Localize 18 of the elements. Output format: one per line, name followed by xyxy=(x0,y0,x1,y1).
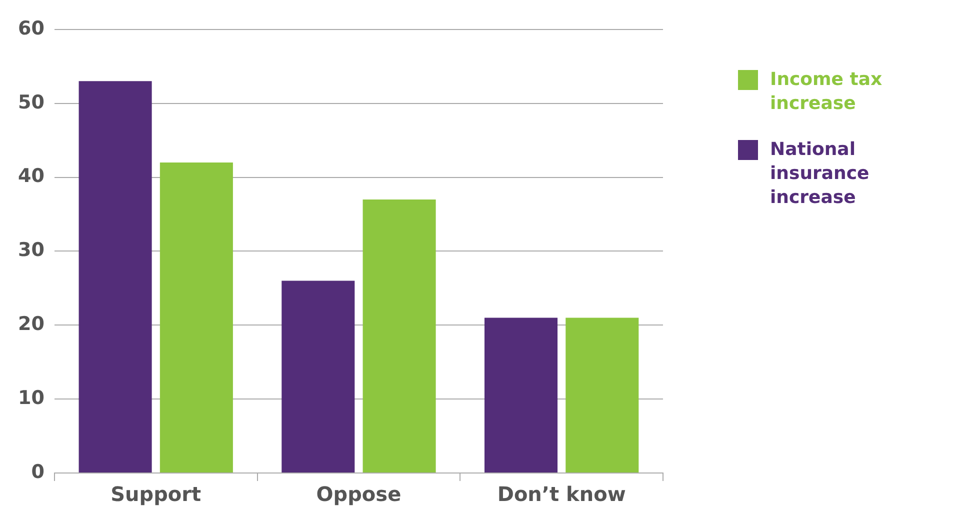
bar xyxy=(282,280,355,472)
legend-label: Income tax increase xyxy=(770,68,884,116)
x-tick-label: Oppose xyxy=(316,482,402,506)
x-tick-label: Support xyxy=(110,482,202,506)
y-tick-label: 40 xyxy=(18,165,44,188)
legend-label: National insurance increase xyxy=(770,138,870,210)
y-tick-label: 30 xyxy=(18,239,44,262)
bar xyxy=(566,318,639,472)
x-tick-label: Don’t know xyxy=(497,482,626,506)
y-tick-label: 50 xyxy=(18,91,44,114)
y-tick-label: 60 xyxy=(18,17,44,40)
y-tick-label: 10 xyxy=(18,387,44,410)
bar xyxy=(362,199,436,472)
y-tick-label: 20 xyxy=(18,313,44,336)
y-tick-label: 0 xyxy=(31,460,44,483)
bar xyxy=(78,81,152,472)
bar xyxy=(160,162,233,472)
bar xyxy=(484,318,558,472)
